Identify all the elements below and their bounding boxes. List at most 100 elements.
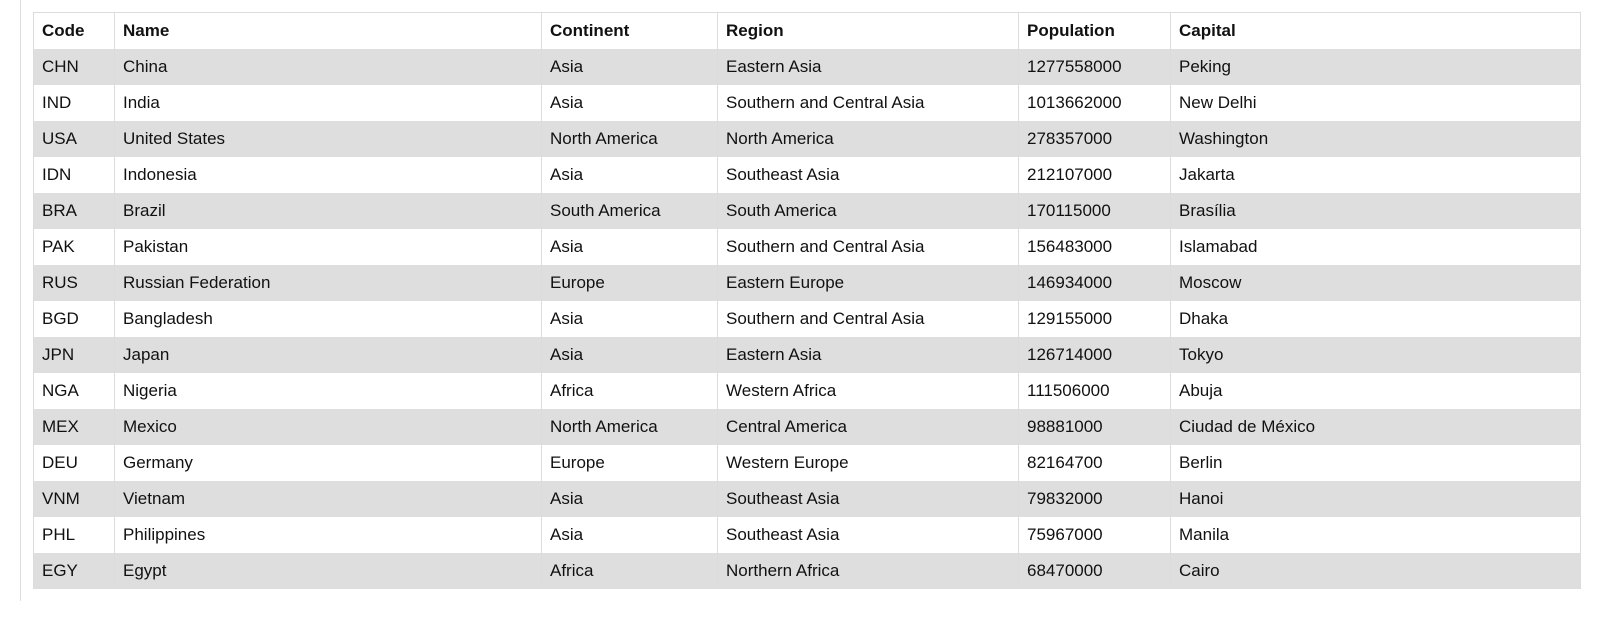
table-row[interactable]: BRA Brazil South America South America 17011… [33,193,1581,229]
cell-capital: Tokyo [1170,337,1581,373]
cell-name: Bangladesh [114,301,542,337]
cell-population: 212107000 [1018,157,1171,193]
cell-region: Eastern Europe [717,265,1019,301]
cell-code: VNM [33,481,115,517]
cell-code: JPN [33,337,115,373]
cell-name: Vietnam [114,481,542,517]
cell-continent: North America [541,121,718,157]
table-row[interactable]: RUS Russian Federation Europe Eastern Europ… [33,265,1581,301]
column-header-name[interactable]: Name [114,12,542,49]
cell-region: Southeast Asia [717,481,1019,517]
cell-population: 1013662000 [1018,85,1171,121]
cell-population: 278357000 [1018,121,1171,157]
cell-population: 111506000 [1018,373,1171,409]
cell-continent: Asia [541,157,718,193]
cell-continent: Asia [541,301,718,337]
cell-population: 129155000 [1018,301,1171,337]
cell-code: NGA [33,373,115,409]
cell-name: China [114,49,542,85]
cell-name: Nigeria [114,373,542,409]
table-row[interactable]: PHL Philippines Asia Southeast Asia 75967000… [33,517,1581,553]
cell-continent: Asia [541,517,718,553]
header-row: Code Name Continent Region Population Ca… [33,12,1581,49]
cell-region: Southern and Central Asia [717,301,1019,337]
cell-name: Mexico [114,409,542,445]
cell-region: Southern and Central Asia [717,229,1019,265]
cell-capital: Cairo [1170,553,1581,589]
cell-continent: Asia [541,49,718,85]
table-row[interactable]: MEX Mexico North America Central America 988… [33,409,1581,445]
cell-capital: Abuja [1170,373,1581,409]
left-divider [20,0,21,601]
table-row[interactable]: EGY Egypt Africa Northern Africa 68470000 Cai… [33,553,1581,589]
column-header-region[interactable]: Region [717,12,1019,49]
cell-region: North America [717,121,1019,157]
table-row[interactable]: USA United States North America North Ameri… [33,121,1581,157]
cell-region: Northern Africa [717,553,1019,589]
cell-capital: Jakarta [1170,157,1581,193]
cell-name: Brazil [114,193,542,229]
cell-capital: Hanoi [1170,481,1581,517]
cell-region: South America [717,193,1019,229]
table-row[interactable]: IND India Asia Southern and Central Asia 101… [33,85,1581,121]
cell-region: Eastern Asia [717,337,1019,373]
table-row[interactable]: DEU Germany Europe Western Europe 82164700 Be… [33,445,1581,481]
cell-capital: Dhaka [1170,301,1581,337]
cell-code: PHL [33,517,115,553]
cell-capital: Brasília [1170,193,1581,229]
cell-name: Pakistan [114,229,542,265]
cell-code: CHN [33,49,115,85]
cell-capital: Washington [1170,121,1581,157]
cell-population: 75967000 [1018,517,1171,553]
cell-continent: Asia [541,85,718,121]
cell-region: Southeast Asia [717,517,1019,553]
country-table: Code Name Continent Region Population Ca… [33,12,1581,589]
table-row[interactable]: NGA Nigeria Africa Western Africa 111506000 A… [33,373,1581,409]
cell-region: Western Europe [717,445,1019,481]
table-row[interactable]: PAK Pakistan Asia Southern and Central Asia… [33,229,1581,265]
country-table-container: Code Name Continent Region Population Ca… [33,12,1581,589]
cell-capital: New Delhi [1170,85,1581,121]
column-header-population[interactable]: Population [1018,12,1171,49]
cell-code: EGY [33,553,115,589]
cell-region: Central America [717,409,1019,445]
cell-continent: Africa [541,553,718,589]
cell-continent: North America [541,409,718,445]
cell-continent: Africa [541,373,718,409]
cell-capital: Manila [1170,517,1581,553]
cell-region: Southeast Asia [717,157,1019,193]
cell-capital: Peking [1170,49,1581,85]
column-header-continent[interactable]: Continent [541,12,718,49]
cell-continent: Europe [541,265,718,301]
table-row[interactable]: JPN Japan Asia Eastern Asia 126714000 Tokyo [33,337,1581,373]
table-row[interactable]: VNM Vietnam Asia Southeast Asia 79832000 Hano… [33,481,1581,517]
cell-name: United States [114,121,542,157]
column-header-code[interactable]: Code [33,12,115,49]
table-header: Code Name Continent Region Population Ca… [33,12,1581,49]
cell-capital: Berlin [1170,445,1581,481]
table-row[interactable]: IDN Indonesia Asia Southeast Asia 212107000 J… [33,157,1581,193]
cell-code: USA [33,121,115,157]
cell-code: BGD [33,301,115,337]
cell-code: IND [33,85,115,121]
cell-code: MEX [33,409,115,445]
table-row[interactable]: CHN China Asia Eastern Asia 1277558000 Peking [33,49,1581,85]
cell-population: 146934000 [1018,265,1171,301]
cell-continent: Asia [541,481,718,517]
cell-population: 82164700 [1018,445,1171,481]
cell-region: Western Africa [717,373,1019,409]
cell-capital: Moscow [1170,265,1581,301]
cell-continent: South America [541,193,718,229]
cell-population: 79832000 [1018,481,1171,517]
cell-name: Philippines [114,517,542,553]
cell-continent: Asia [541,337,718,373]
cell-population: 126714000 [1018,337,1171,373]
column-header-capital[interactable]: Capital [1170,12,1581,49]
table-row[interactable]: BGD Bangladesh Asia Southern and Central As… [33,301,1581,337]
cell-population: 68470000 [1018,553,1171,589]
cell-population: 170115000 [1018,193,1171,229]
cell-name: Japan [114,337,542,373]
cell-continent: Europe [541,445,718,481]
cell-continent: Asia [541,229,718,265]
cell-code: DEU [33,445,115,481]
